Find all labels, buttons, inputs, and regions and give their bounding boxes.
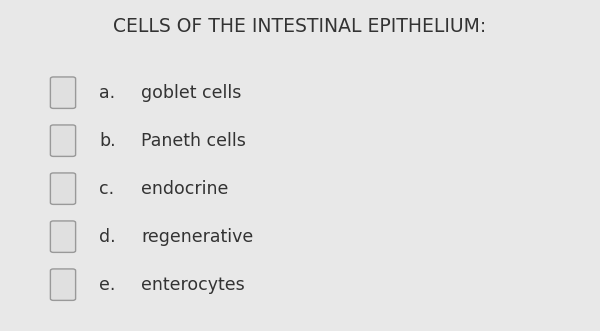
FancyBboxPatch shape [50,221,76,252]
Text: CELLS OF THE INTESTINAL EPITHELIUM:: CELLS OF THE INTESTINAL EPITHELIUM: [113,17,487,35]
FancyBboxPatch shape [50,125,76,157]
FancyBboxPatch shape [50,269,76,301]
Text: goblet cells: goblet cells [141,84,241,102]
Text: endocrine: endocrine [141,180,229,198]
Text: a.: a. [99,84,115,102]
Text: e.: e. [99,276,115,294]
Text: c.: c. [99,180,114,198]
Text: b.: b. [99,132,116,150]
FancyBboxPatch shape [50,173,76,204]
FancyBboxPatch shape [50,77,76,109]
Text: Paneth cells: Paneth cells [141,132,246,150]
Text: enterocytes: enterocytes [141,276,245,294]
Text: d.: d. [99,228,116,246]
Text: regenerative: regenerative [141,228,253,246]
